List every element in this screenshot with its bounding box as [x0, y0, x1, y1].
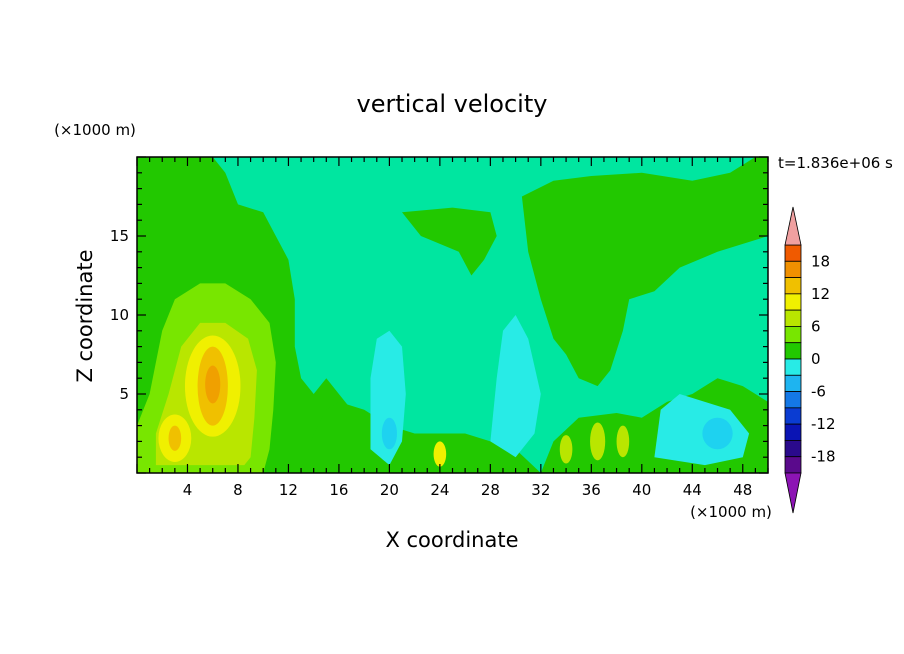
plot-area — [136, 156, 769, 474]
colorbar: 18 12 6 0 -6 -12 -18 — [784, 206, 836, 514]
updraft-low-36 — [590, 422, 606, 461]
colorbar-over-arrow — [784, 206, 802, 246]
colorbar-segment — [784, 260, 802, 278]
colorbar-under-arrow — [784, 472, 802, 514]
chart-title: vertical velocity — [357, 90, 548, 118]
colorbar-segment — [784, 374, 802, 392]
x-unit-label: (×1000 m) — [690, 503, 772, 521]
time-label: t=1.836e+06 s — [778, 154, 893, 172]
y-axis-ticks: 5 10 15 — [110, 156, 768, 474]
colorbar-label: 0 — [811, 350, 821, 368]
colorbar-segment — [784, 423, 802, 441]
x-tick-label: 40 — [632, 481, 651, 499]
colorbar-segment — [784, 391, 802, 409]
x-tick-label: 8 — [233, 481, 243, 499]
region-positive-bottom-mid — [301, 401, 541, 473]
colorbar-label: -6 — [811, 383, 826, 401]
colorbar-label: 12 — [811, 285, 830, 303]
updraft-low-34 — [559, 435, 573, 464]
colorbar-segment — [784, 326, 802, 344]
colorbar-segment — [784, 358, 802, 376]
colorbar-segment — [784, 277, 802, 295]
updraft-peak — [205, 365, 221, 404]
colorbar-segment — [784, 342, 802, 360]
y-unit-label: (×1000 m) — [54, 121, 136, 139]
region-downdraft-20 — [370, 330, 406, 466]
colorbar-segment — [784, 456, 802, 474]
updraft-low-mid — [433, 441, 447, 467]
region-downdraft-30 — [490, 315, 541, 458]
downdraft-core-20 — [381, 417, 397, 450]
x-tick-label: 32 — [531, 481, 550, 499]
colorbar-segment — [784, 440, 802, 458]
colorbar-label: -12 — [811, 415, 836, 433]
updraft-low-left-core — [168, 425, 182, 451]
x-tick-label: 4 — [183, 481, 193, 499]
colorbar-segment — [784, 309, 802, 327]
x-tick-label: 48 — [733, 481, 752, 499]
x-tick-label: 44 — [683, 481, 702, 499]
y-tick-label: 15 — [110, 227, 129, 245]
x-tick-label: 20 — [380, 481, 399, 499]
colorbar-segment — [784, 407, 802, 425]
x-tick-label: 12 — [279, 481, 298, 499]
y-tick-label: 5 — [119, 385, 129, 403]
x-tick-label: 24 — [430, 481, 449, 499]
region-positive-upper-right — [521, 157, 768, 387]
colorbar-label: 6 — [811, 317, 821, 335]
x-axis-label: X coordinate — [385, 528, 518, 552]
colorbar-segment — [784, 293, 802, 311]
x-tick-label: 36 — [582, 481, 601, 499]
y-axis-label: Z coordinate — [73, 249, 97, 382]
x-tick-label: 28 — [481, 481, 500, 499]
y-tick-label: 10 — [110, 306, 129, 324]
updraft-low-38 — [616, 425, 630, 458]
x-axis-ticks: 4 8 12 16 20 24 28 32 36 40 44 48 — [136, 157, 769, 499]
colorbar-label: -18 — [811, 448, 836, 466]
x-tick-label: 16 — [329, 481, 348, 499]
downdraft-core-46 — [702, 417, 733, 450]
contour-field — [137, 157, 768, 473]
region-positive-mid — [402, 207, 497, 276]
colorbar-label: 18 — [811, 252, 830, 270]
colorbar-segment — [784, 244, 802, 262]
region-downdraft-44 — [654, 394, 750, 466]
